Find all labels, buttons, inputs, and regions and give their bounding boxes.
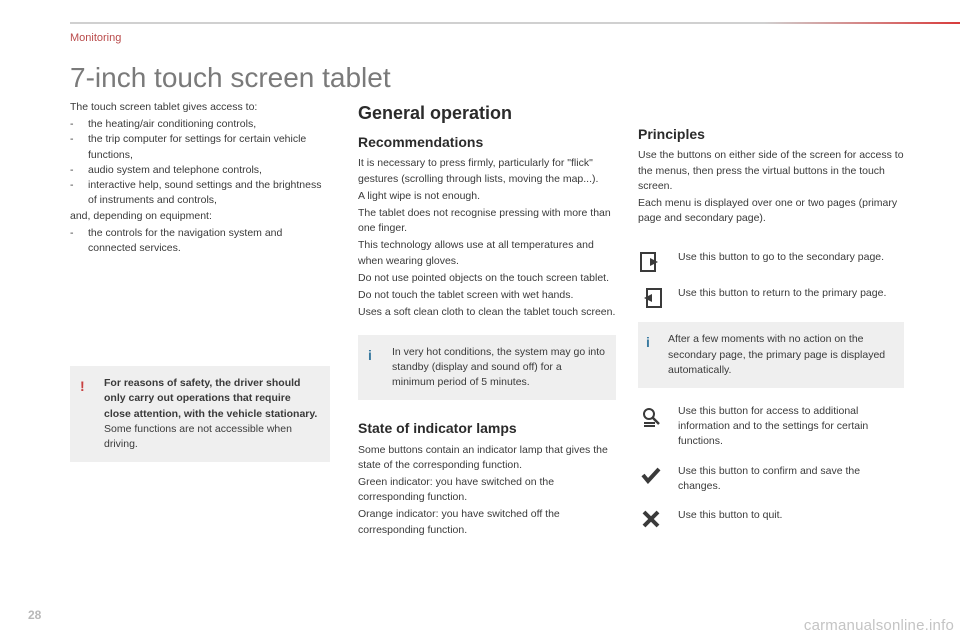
bullet-item: -the controls for the navigation system …	[70, 226, 330, 256]
goto-secondary-icon	[638, 250, 664, 272]
watermark: carmanualsonline.info	[804, 617, 954, 634]
principles-body: Use the buttons on either side of the sc…	[638, 148, 904, 226]
bullet-item: -the heating/air conditioning controls,	[70, 117, 330, 132]
paragraph: A light wipe is not enough.	[358, 189, 616, 204]
btn-row-primary: Use this button to return to the primary…	[638, 286, 904, 308]
paragraph: Uses a soft clean cloth to clean the tab…	[358, 305, 616, 320]
safety-warning-box: ! For reasons of safety, the driver shou…	[70, 366, 330, 462]
recommendations-heading: Recommendations	[358, 132, 616, 152]
settings-icon	[638, 404, 664, 428]
column-intro: The touch screen tablet gives access to:…	[70, 100, 330, 462]
header-rule	[70, 22, 960, 24]
section-label: Monitoring	[70, 32, 121, 44]
btn-row-settings: Use this button for access to additional…	[638, 404, 904, 450]
state-body: Some buttons contain an indicator lamp t…	[358, 443, 616, 538]
info-hot-conditions: i In very hot conditions, the system may…	[358, 335, 616, 401]
paragraph: It is necessary to press firmly, particu…	[358, 156, 616, 186]
paragraph: Green indicator: you have switched on th…	[358, 475, 616, 505]
state-heading: State of indicator lamps	[358, 418, 616, 438]
btn-row-confirm: Use this button to confirm and save the …	[638, 464, 904, 494]
paragraph: This technology allows use at all temper…	[358, 238, 616, 268]
check-icon	[638, 464, 664, 484]
btn-primary-text: Use this button to return to the primary…	[664, 286, 904, 301]
warning-rest: Some functions are not accessible when d…	[104, 423, 292, 450]
paragraph: Do not use pointed objects on the touch …	[358, 271, 616, 286]
bullet-item: -audio system and telephone controls,	[70, 163, 330, 178]
paragraph: Some buttons contain an indicator lamp t…	[358, 443, 616, 473]
column-principles: Principles Use the buttons on either sid…	[638, 124, 904, 542]
btn-quit-text: Use this button to quit.	[664, 508, 904, 523]
bullet-item: -interactive help, sound settings and th…	[70, 178, 330, 208]
intro-text: The touch screen tablet gives access to:	[70, 100, 330, 115]
close-icon	[638, 508, 664, 528]
paragraph: The tablet does not recognise pressing w…	[358, 206, 616, 236]
bullet-list-1: -the heating/air conditioning controls,-…	[70, 117, 330, 208]
bullet-list-2: -the controls for the navigation system …	[70, 226, 330, 256]
column-general-operation: General operation Recommendations It is …	[358, 100, 616, 540]
general-operation-heading: General operation	[358, 100, 616, 126]
info-hot-text: In very hot conditions, the system may g…	[392, 346, 605, 388]
paragraph: Orange indicator: you have switched off …	[358, 507, 616, 537]
btn-settings-text: Use this button for access to additional…	[664, 404, 904, 450]
mid-text: and, depending on equipment:	[70, 209, 330, 224]
btn-row-secondary: Use this button to go to the secondary p…	[638, 250, 904, 272]
page-number: 28	[28, 608, 41, 622]
info-auto-text: After a few moments with no action on th…	[668, 333, 885, 375]
goto-primary-icon	[638, 286, 664, 308]
page-title: 7-inch touch screen tablet	[70, 62, 391, 94]
info-icon: i	[368, 345, 372, 365]
bullet-item: -the trip computer for settings for cert…	[70, 132, 330, 162]
info-icon: i	[646, 332, 650, 352]
principles-heading: Principles	[638, 124, 904, 144]
paragraph: Do not touch the tablet screen with wet …	[358, 288, 616, 303]
recommendations-body: It is necessary to press firmly, particu…	[358, 156, 616, 320]
warning-bold: For reasons of safety, the driver should…	[104, 377, 317, 419]
btn-row-quit: Use this button to quit.	[638, 508, 904, 528]
paragraph: Each menu is displayed over one or two p…	[638, 196, 904, 226]
paragraph: Use the buttons on either side of the sc…	[638, 148, 904, 194]
btn-secondary-text: Use this button to go to the secondary p…	[664, 250, 904, 265]
btn-confirm-text: Use this button to confirm and save the …	[664, 464, 904, 494]
exclamation-icon: !	[80, 376, 85, 396]
info-auto-return: i After a few moments with no action on …	[638, 322, 904, 388]
